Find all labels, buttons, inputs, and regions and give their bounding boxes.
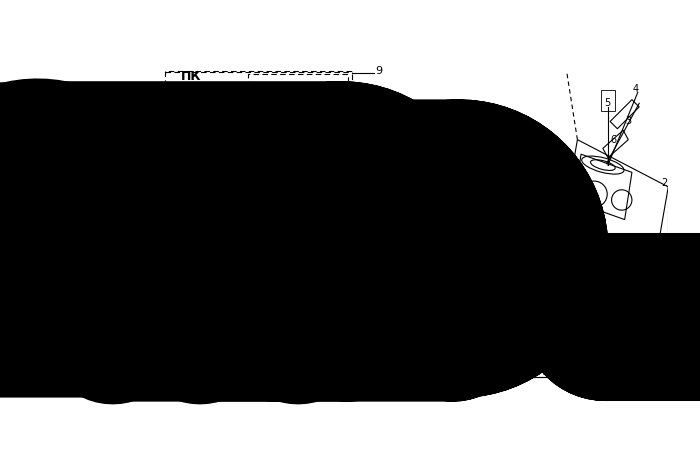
Text: Систем
ный
блок: Систем ный блок — [266, 225, 309, 258]
Text: 1: 1 — [662, 363, 668, 374]
Bar — [470, 219, 552, 279]
Text: USB: USB — [206, 255, 229, 265]
Text: 15: 15 — [345, 166, 357, 176]
Bar — [248, 74, 349, 249]
Text: 6: 6 — [610, 135, 617, 144]
Text: 17: 17 — [463, 278, 476, 288]
Bar — [379, 219, 456, 279]
Text: Усилитель-пре-
образователь: Усилитель-пре- образователь — [478, 306, 558, 328]
Text: 19: 19 — [242, 365, 254, 375]
Text: Усилитель: Усилитель — [468, 326, 526, 336]
Text: 11: 11 — [173, 186, 185, 196]
Bar — [261, 268, 279, 282]
Text: 8: 8 — [635, 251, 640, 261]
Text: 16: 16 — [366, 278, 379, 288]
Text: Звуковые
колонки: Звуковые колонки — [483, 238, 539, 259]
Text: 13: 13 — [286, 189, 298, 199]
Bar — [272, 272, 603, 378]
Bar — [173, 206, 237, 275]
Text: LPT: LPT — [248, 267, 268, 277]
Text: ~220В.: ~220В. — [541, 370, 575, 379]
Text: ПК: ПК — [181, 70, 202, 83]
Bar — [372, 174, 563, 287]
Text: 9: 9 — [375, 66, 383, 76]
Bar — [165, 71, 352, 257]
Text: Мышь: Мышь — [187, 129, 222, 140]
Text: 4: 4 — [633, 84, 638, 94]
Text: 24: 24 — [566, 226, 578, 235]
Text: 3: 3 — [625, 116, 631, 127]
Text: Звуковой канал: Звуковой канал — [428, 178, 530, 188]
Bar — [470, 292, 566, 342]
Text: Фиг.1: Фиг.1 — [393, 390, 434, 403]
Bar — [253, 202, 323, 282]
Text: 7: 7 — [625, 244, 631, 254]
Text: 12: 12 — [198, 167, 211, 177]
Bar — [601, 90, 615, 111]
Bar — [283, 268, 301, 282]
Text: Ип: Ип — [610, 305, 624, 316]
Text: 14: 14 — [345, 224, 357, 234]
Text: 20: 20 — [299, 370, 311, 379]
Text: Звуковая
карта: Звуковая карта — [391, 238, 444, 259]
Bar — [465, 297, 530, 366]
Text: 10: 10 — [345, 142, 357, 152]
Bar — [367, 288, 450, 369]
Text: Элемент
гальвани
ческой
развязки: Элемент гальвани ческой развязки — [382, 306, 433, 351]
Text: 22: 22 — [502, 370, 514, 379]
Text: 5: 5 — [604, 98, 610, 108]
Bar — [173, 100, 237, 169]
Bar — [279, 297, 345, 366]
Text: 2: 2 — [662, 178, 668, 188]
Text: 21: 21 — [400, 370, 413, 379]
Text: Канал управления электродвигателем: Канал управления электродвигателем — [294, 272, 496, 282]
Text: Клавиа
тура: Клавиа тура — [183, 229, 226, 251]
Text: ЦАП: ЦАП — [300, 326, 325, 336]
Bar — [253, 99, 326, 184]
Text: Дисплей: Дисплей — [264, 136, 314, 146]
Text: 18: 18 — [480, 167, 493, 177]
